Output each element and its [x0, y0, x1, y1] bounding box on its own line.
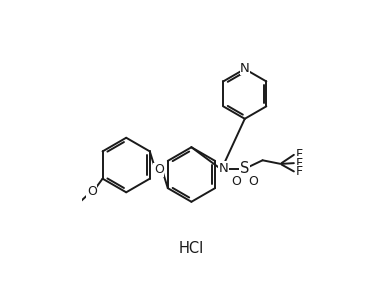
- Text: HCl: HCl: [179, 241, 204, 256]
- Text: F: F: [296, 165, 303, 178]
- Text: F: F: [296, 157, 303, 170]
- Text: O: O: [248, 175, 258, 188]
- Text: O: O: [232, 175, 241, 188]
- Text: S: S: [240, 161, 249, 176]
- Text: N: N: [219, 162, 228, 175]
- Text: N: N: [240, 63, 250, 75]
- Text: O: O: [87, 185, 97, 198]
- Text: O: O: [154, 163, 164, 176]
- Text: F: F: [296, 148, 303, 161]
